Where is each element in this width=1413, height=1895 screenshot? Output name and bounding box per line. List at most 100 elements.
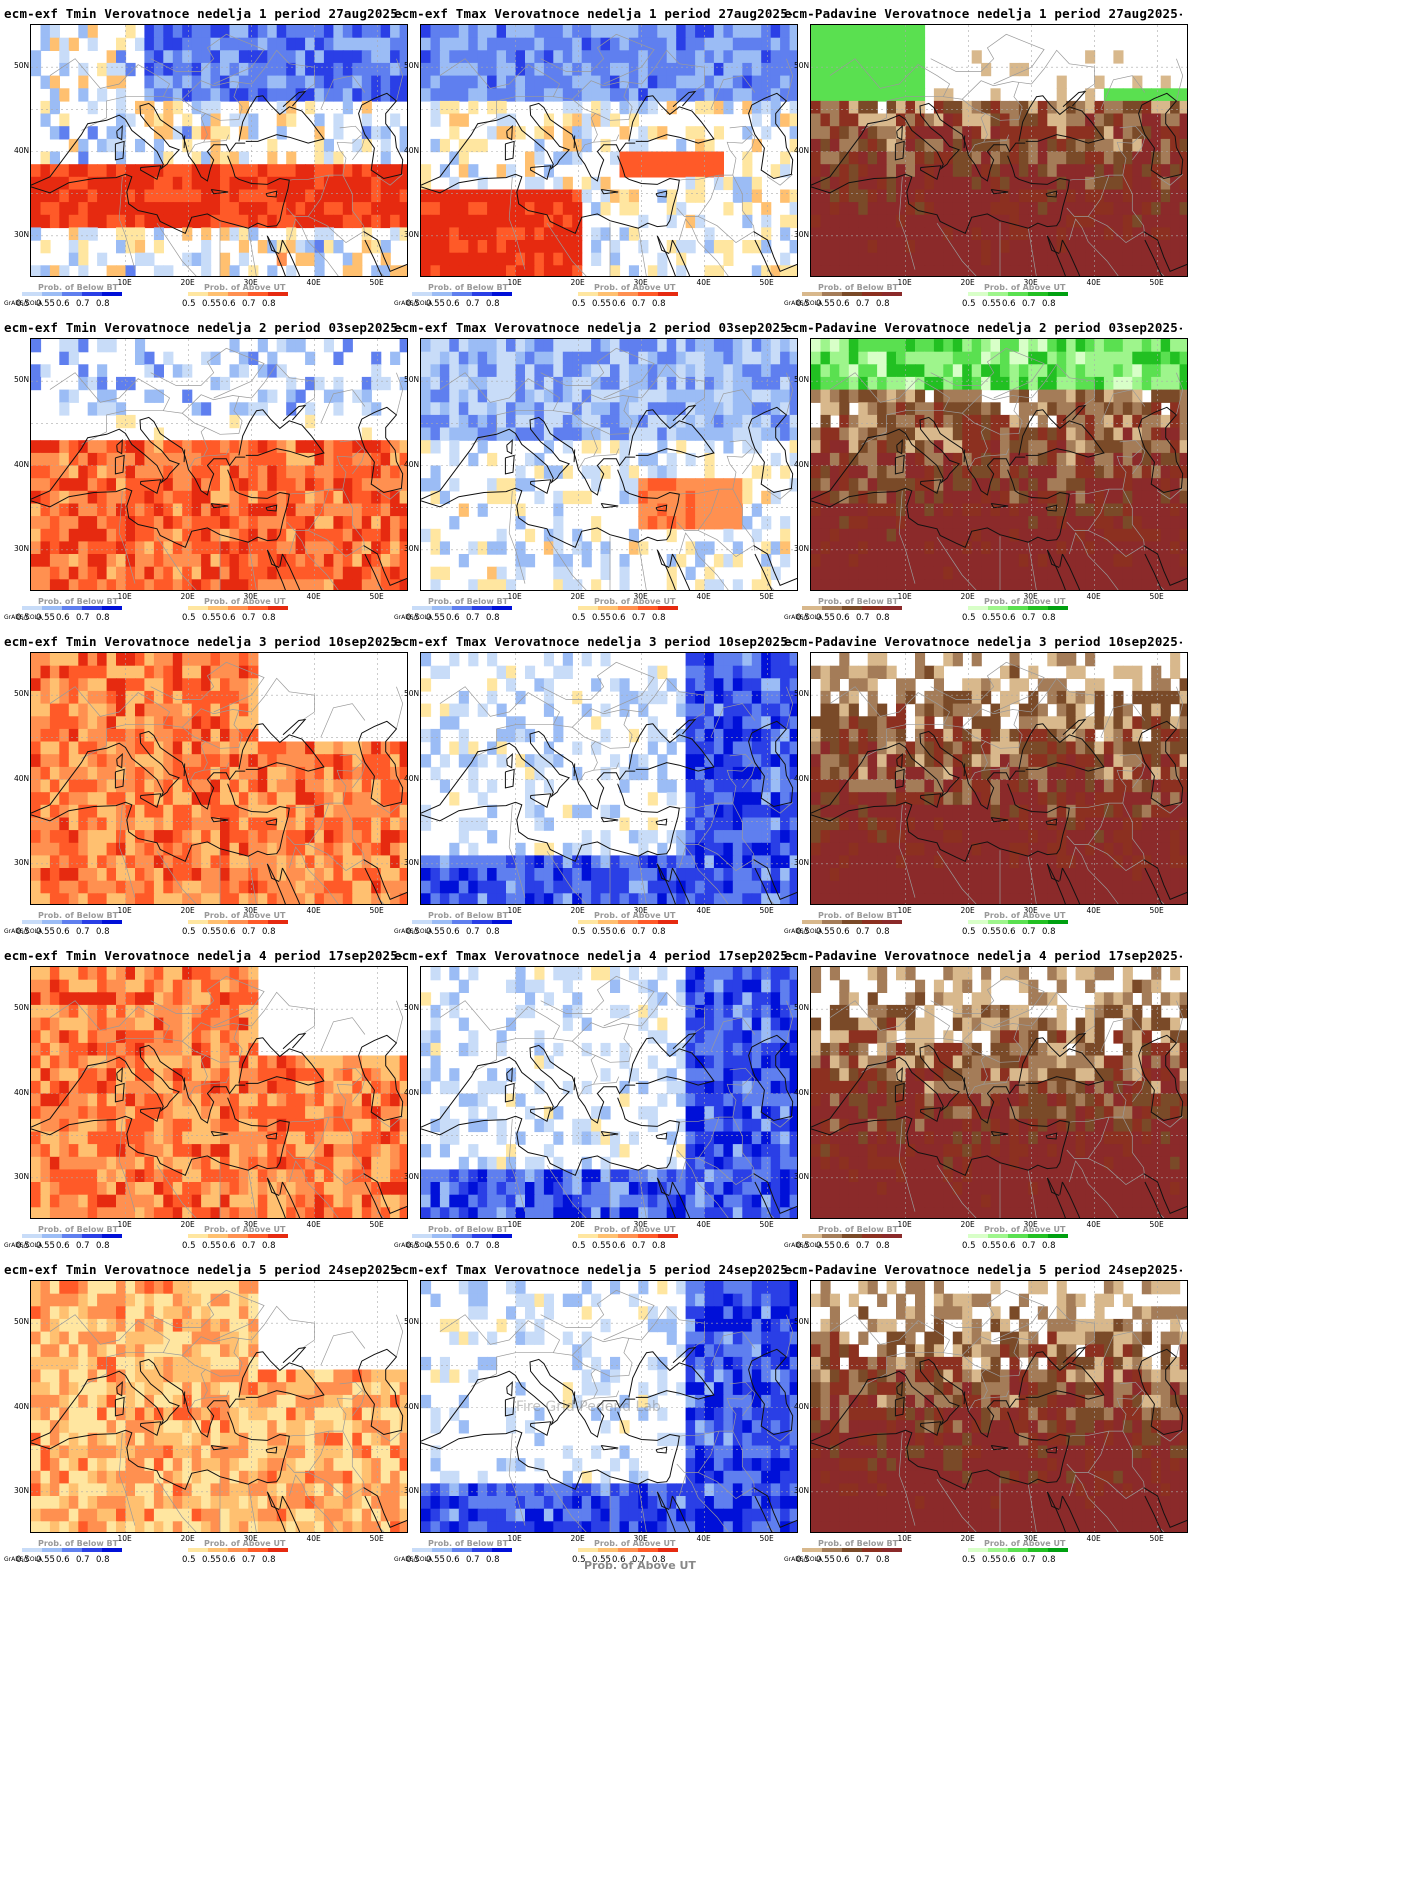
field-cell (390, 541, 401, 555)
field-cell (1151, 516, 1162, 530)
colorbar: Prob. of Below BT 0.5 0.55 0.6 0.7 0.8 (10, 911, 130, 951)
field-cell (295, 478, 306, 492)
colorbar-title: Prob. of Above UT (984, 597, 1066, 606)
field-cell (1179, 566, 1187, 580)
field-cell (1037, 113, 1048, 127)
field-cell (1160, 126, 1171, 140)
field-cell (59, 452, 70, 467)
field-cell (704, 478, 715, 492)
field-cell (695, 414, 706, 429)
field-cell (220, 25, 231, 39)
field-cell (191, 678, 202, 692)
field-cell (1160, 351, 1171, 365)
field-cell (820, 503, 831, 517)
field-cell (421, 478, 432, 492)
field-cell (182, 465, 193, 479)
field-cell (68, 893, 79, 904)
field-cell (848, 88, 859, 102)
field-cell (238, 75, 249, 89)
field-cell (1037, 252, 1048, 266)
field-cell (40, 868, 51, 882)
field-cell (1141, 176, 1152, 191)
field-cell (915, 214, 926, 229)
field-cell (839, 427, 850, 441)
field-cell (59, 202, 70, 216)
field-cell (600, 465, 611, 479)
field-cell (68, 465, 79, 479)
field-cell (713, 414, 724, 429)
field-cell (238, 37, 249, 51)
field-cell (1085, 579, 1096, 590)
field-cell (144, 690, 155, 705)
field-cell (323, 75, 334, 89)
field-cell (286, 503, 297, 517)
field-cell (49, 75, 60, 89)
field-cell (201, 792, 212, 806)
field-cell (439, 339, 450, 353)
field-cell (1151, 138, 1162, 153)
field-cell (770, 351, 781, 365)
field-cell (153, 189, 164, 203)
colorbar: Prob. of Above UT 0.5 0.55 0.6 0.7 0.8 (176, 911, 296, 951)
field-cell (981, 427, 992, 441)
field-cell (1141, 364, 1152, 378)
field-cell (657, 376, 668, 391)
field-cell (371, 503, 382, 517)
field-cell (1132, 579, 1143, 590)
field-cell (657, 339, 668, 353)
field-cell (477, 364, 488, 378)
field-cell (848, 50, 859, 64)
field-cell (333, 25, 344, 39)
field-cell (867, 503, 878, 517)
field-cell (97, 252, 108, 266)
field-cell (352, 478, 363, 492)
field-cell (905, 25, 916, 39)
field-cell (789, 452, 797, 467)
grads-credit: GrADS/COLA (784, 300, 823, 307)
colorbar-tick-label: 0.7 (856, 299, 870, 309)
field-cell (915, 265, 926, 276)
field-cell (886, 252, 897, 266)
field-cell (619, 37, 630, 51)
field-cell (1094, 516, 1105, 530)
field-cell (1170, 202, 1181, 216)
field-cell (87, 779, 98, 793)
field-cell (201, 779, 212, 793)
field-cell (506, 490, 517, 505)
field-cell (87, 728, 98, 743)
field-cell (515, 227, 526, 241)
field-cell (1000, 579, 1011, 590)
field-cell (1132, 214, 1143, 229)
field-cell (305, 830, 316, 844)
field-cell (858, 541, 869, 555)
field-cell (1028, 214, 1039, 229)
field-cell (811, 75, 822, 89)
field-cell (848, 503, 859, 517)
field-cell (210, 842, 221, 857)
coastline (1143, 545, 1187, 586)
field-cell (1047, 202, 1058, 216)
field-cell (163, 855, 174, 869)
field-cell (172, 665, 183, 679)
field-cell (867, 364, 878, 378)
field-cell (323, 766, 334, 781)
field-cell (191, 690, 202, 705)
field-cell (78, 830, 89, 844)
longitude-label: 20E (570, 278, 585, 287)
field-cell (905, 440, 916, 454)
field-cell (380, 893, 391, 904)
field-cell (704, 364, 715, 378)
graticule (31, 339, 407, 590)
field-cell (144, 665, 155, 679)
field-cell (600, 88, 611, 102)
field-cell (1000, 566, 1011, 580)
field-cell (638, 427, 649, 441)
field-cell (905, 151, 916, 165)
field-cell (248, 440, 259, 454)
field-cell (421, 50, 432, 64)
coastline (754, 553, 773, 590)
colorbar-tick-label: 0.55 (816, 299, 835, 309)
field-cell (515, 389, 526, 403)
coastline (183, 135, 186, 149)
field-cell (314, 265, 325, 276)
